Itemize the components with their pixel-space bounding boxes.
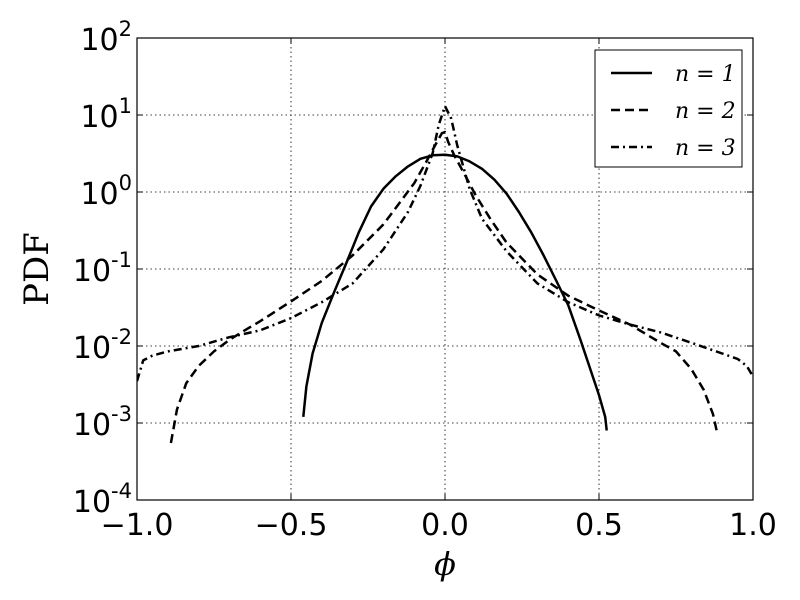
y-tick-label: 10-3 [73, 402, 132, 443]
legend-box [594, 49, 743, 168]
y-tick-label: 101 [80, 94, 132, 135]
legend: n = 1 n = 2 n = 3 [594, 49, 743, 168]
x-tick-label: 1.0 [729, 508, 777, 543]
x-tick-label: −1.0 [101, 508, 174, 543]
x-tick-label: −0.5 [255, 508, 328, 543]
series-line-n2 [169, 130, 719, 444]
series-line-n3 [137, 104, 753, 382]
y-tick-label: 10-2 [73, 325, 132, 366]
x-tick-label: 0.0 [421, 508, 469, 543]
axis-ticks [136, 37, 754, 501]
y-tick-label: 10-4 [73, 479, 132, 520]
legend-label-n1: n = 1 [675, 62, 736, 87]
x-axis-title: ϕ [434, 545, 456, 583]
y-tick-label: 100 [80, 171, 132, 212]
series-line-n1 [302, 153, 608, 431]
legend-label-n3: n = 3 [675, 136, 736, 161]
legend-label-n2: n = 2 [675, 99, 736, 124]
y-tick-label: 10-1 [73, 248, 132, 289]
x-tick-label: 0.5 [575, 508, 623, 543]
y-axis-title: PDF [17, 232, 57, 306]
series-group [137, 104, 753, 444]
tick-labels: −1.0 −0.5 0.0 0.5 1.0 10-4 10-3 10-2 10-1 100 101 1… [73, 17, 777, 543]
y-tick-label: 102 [80, 17, 132, 58]
